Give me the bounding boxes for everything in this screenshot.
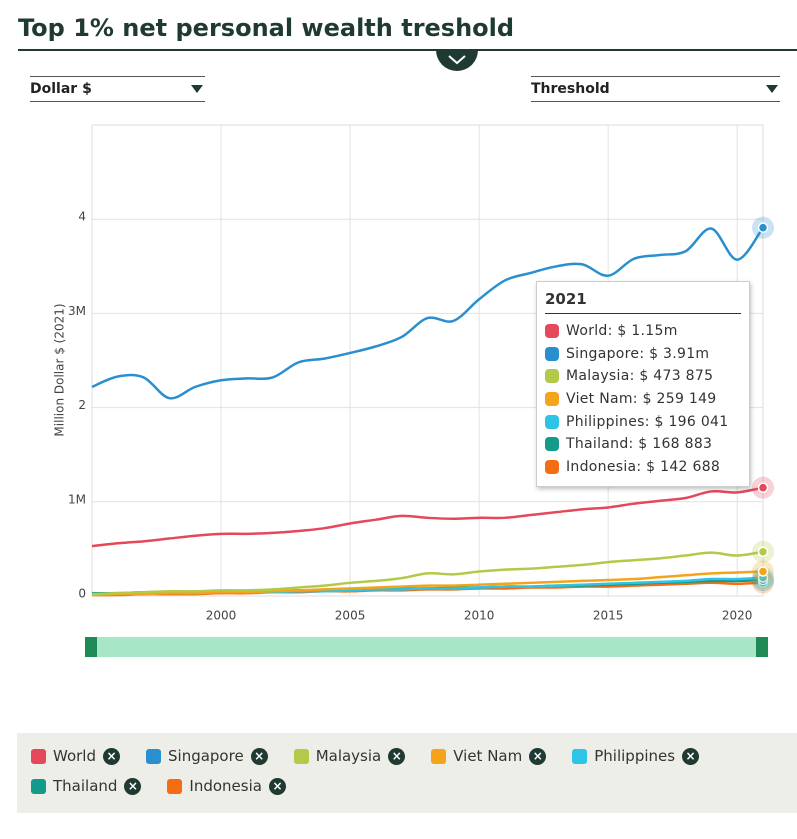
- currency-dropdown[interactable]: Dollar $: [30, 76, 205, 102]
- y-tick-label: 1M: [68, 492, 86, 506]
- legend-swatch: [167, 778, 183, 794]
- tooltip-swatch: [545, 414, 559, 429]
- legend-swatch: [31, 748, 46, 764]
- legend-label: World: [53, 747, 96, 765]
- tooltip-text: Philippines: $ 196 041: [566, 413, 729, 430]
- remove-button[interactable]: ×: [388, 747, 406, 765]
- dropdown-arrow: [766, 85, 778, 93]
- legend-swatch: [146, 748, 161, 764]
- remove-button[interactable]: ×: [682, 747, 700, 765]
- legend-item[interactable]: Thailand ×: [31, 771, 142, 801]
- chart: Million Dollar $ (2021) 0 1M 2 3M 4 2000 2005 2…: [18, 49, 797, 657]
- tooltip-text: Malaysia: $ 473 875: [566, 368, 714, 385]
- tooltip-item: Indonesia: $ 142 688: [545, 456, 741, 479]
- point: [757, 546, 769, 557]
- legend-swatch: [31, 778, 46, 794]
- dropdown-value: Dollar $: [30, 81, 92, 97]
- tooltip-swatch: [545, 324, 559, 339]
- x-tick-label: 2015: [593, 609, 624, 623]
- page-title: Top 1% net personal wealth treshold: [18, 14, 515, 42]
- line: [91, 550, 764, 596]
- range-slider[interactable]: [88, 637, 766, 657]
- line: [91, 226, 765, 400]
- legend-label: Philippines: [594, 747, 676, 765]
- legend: World × Singapore × Malaysia × Viet Nam × Philip…: [17, 733, 797, 813]
- slider-handle[interactable]: [756, 637, 768, 657]
- x-tick-label: 2000: [206, 609, 237, 623]
- tooltip-text: World: $ 1.15m: [566, 323, 678, 340]
- remove-button[interactable]: ×: [103, 747, 120, 765]
- slider-handle[interactable]: [85, 637, 97, 657]
- tooltip-swatch: [545, 437, 559, 452]
- x-tick-label: 2005: [335, 609, 366, 623]
- legend-item[interactable]: Singapore ×: [146, 741, 268, 771]
- legend-label: Thailand: [53, 777, 118, 795]
- tooltip-swatch: [545, 369, 559, 384]
- line: [91, 570, 764, 597]
- y-tick-label: 4: [78, 210, 86, 224]
- collapse-tab[interactable]: [436, 50, 478, 71]
- legend-item[interactable]: Viet Nam ×: [431, 741, 547, 771]
- tooltip-item: Viet Nam: $ 259 149: [545, 388, 741, 411]
- tooltip-text: Viet Nam: $ 259 149: [566, 391, 717, 408]
- point: [757, 482, 769, 493]
- legend-swatch: [431, 748, 447, 764]
- remove-button[interactable]: ×: [268, 777, 286, 795]
- legend-label: Singapore: [168, 747, 244, 765]
- tooltip-item: Malaysia: $ 473 875: [545, 365, 741, 388]
- legend-swatch: [293, 748, 309, 764]
- tooltip-item: World: $ 1.15m: [545, 320, 741, 343]
- legend-item[interactable]: Indonesia ×: [167, 771, 286, 801]
- legend-label: Malaysia: [315, 747, 382, 765]
- x-tick-label: 2020: [722, 609, 753, 623]
- tooltip-item: Singapore: $ 3.91m: [545, 343, 741, 366]
- dropdown-arrow: [191, 85, 203, 93]
- point: [757, 222, 769, 233]
- tooltip-swatch: [545, 346, 559, 361]
- plot-frame: [91, 124, 764, 597]
- tooltip-title: 2021: [545, 290, 741, 314]
- tooltip-text: Thailand: $ 168 883: [566, 436, 713, 453]
- tooltip-swatch: [545, 392, 559, 407]
- dropdown-value: Threshold: [531, 81, 610, 97]
- legend-swatch: [572, 748, 588, 764]
- tooltip-swatch: [545, 459, 559, 474]
- remove-button[interactable]: ×: [250, 747, 268, 765]
- legend-item[interactable]: Malaysia ×: [293, 741, 406, 771]
- tooltip-text: Indonesia: $ 142 688: [566, 458, 721, 475]
- indicator-dropdown[interactable]: Threshold: [531, 76, 780, 102]
- line: [91, 486, 764, 548]
- legend-item[interactable]: Philippines ×: [572, 741, 700, 771]
- y-axis-label: Million Dollar $ (2021): [53, 303, 67, 436]
- tooltip-item: Thailand: $ 168 883: [545, 433, 741, 456]
- remove-button[interactable]: ×: [124, 777, 142, 795]
- remove-button[interactable]: ×: [529, 747, 547, 765]
- y-tick-label: 3M: [68, 304, 86, 318]
- collapse-icon: [448, 55, 466, 65]
- y-tick-label: 0: [78, 587, 86, 601]
- legend-label: Viet Nam: [453, 747, 523, 765]
- y-tick-label: 2: [78, 398, 86, 412]
- tooltip: 2021 World: $ 1.15m Singapore: $ 3.91m Mala…: [536, 281, 750, 488]
- legend-label: Indonesia: [189, 777, 262, 795]
- point: [757, 566, 769, 577]
- tooltip-text: Singapore: $ 3.91m: [566, 345, 710, 362]
- tooltip-item: Philippines: $ 196 041: [545, 410, 741, 433]
- x-tick-label: 2010: [464, 609, 495, 623]
- legend-item[interactable]: World ×: [31, 741, 120, 771]
